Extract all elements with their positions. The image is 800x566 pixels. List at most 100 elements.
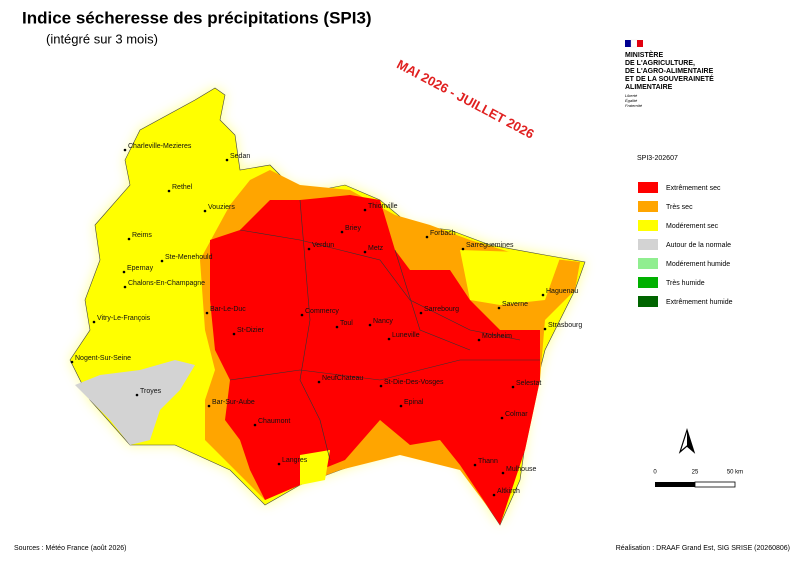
city: NeufChateau: [322, 375, 363, 382]
legend-label: Autour de la normale: [666, 242, 731, 249]
city: Toul: [340, 320, 353, 327]
city-dot: [122, 270, 126, 274]
ministry-line: MINISTÈRE: [625, 50, 663, 59]
city-dot: [461, 247, 465, 251]
city-dot: [127, 237, 131, 241]
city-dot: [419, 311, 423, 315]
legend-label: Très humide: [666, 280, 705, 287]
north-arrow: [678, 428, 696, 454]
city: Nancy: [373, 318, 393, 325]
legend-title: SPI3-202607: [637, 155, 678, 162]
city-dot: [477, 338, 481, 342]
city: Thionville: [368, 203, 398, 210]
city-dot: [541, 293, 545, 297]
title: Indice sécheresse des précipitations (SP…: [22, 8, 372, 27]
city: Commercy: [305, 308, 339, 315]
city-dot: [203, 209, 207, 213]
motto: Liberté: [625, 93, 638, 98]
city-dot: [543, 327, 547, 331]
city-dot: [363, 208, 367, 212]
scale-bar: 0 25 50 km: [653, 470, 743, 488]
city-dot: [123, 148, 127, 152]
legend-label: Modérement sec: [666, 223, 719, 230]
city-dot: [207, 404, 211, 408]
legend-label: Très sec: [666, 204, 693, 211]
city: Molsheim: [482, 333, 512, 340]
city: Nogent-Sur-Seine: [75, 355, 131, 362]
cities: Charleville-Mezieres Sedan Rethel Vouzie…: [70, 143, 582, 497]
city-dot: [232, 332, 236, 336]
city: Thann: [478, 458, 498, 465]
city: St-Die-Des-Vosges: [384, 379, 444, 386]
credits: Réalisation : DRAAF Grand Est, SIG SRISE…: [616, 545, 790, 552]
city-dot: [160, 259, 164, 263]
city-dot: [473, 463, 477, 467]
legend-label: Modérement humide: [666, 261, 730, 268]
city: St-Dizier: [237, 327, 265, 334]
scale-label: 25: [692, 470, 699, 476]
city-dot: [70, 360, 74, 364]
ministry-logo: MINISTÈRE DE L'AGRICULTURE, DE L'AGRO-AL…: [625, 39, 714, 108]
region-moderate-ne: [460, 250, 560, 305]
city: Forbach: [430, 230, 456, 237]
city-dot: [92, 320, 96, 324]
city: Selestat: [516, 380, 541, 387]
city: Reims: [132, 232, 152, 239]
city-dot: [340, 230, 344, 234]
ministry-line: ALIMENTAIRE: [625, 84, 673, 91]
city: Altkirch: [497, 488, 520, 495]
city: Rethel: [172, 184, 193, 191]
city: Troyes: [140, 388, 162, 395]
city-dot: [317, 380, 321, 384]
legend-swatch: [638, 201, 658, 212]
scale-label: 0: [653, 470, 657, 476]
legend: Extrêmement sec Très sec Modérement sec Aut…: [638, 182, 733, 307]
legend-swatch: [638, 182, 658, 193]
city-dot: [501, 471, 505, 475]
city: Briey: [345, 225, 361, 232]
city-dot: [225, 158, 229, 162]
city-dot: [307, 247, 311, 251]
city: Epinal: [404, 399, 424, 406]
city: Mulhouse: [506, 466, 536, 473]
city: Vitry-Le-François: [97, 315, 151, 322]
city: Metz: [368, 245, 384, 252]
region-normal: [75, 360, 195, 445]
legend-swatch: [638, 296, 658, 307]
city: Charleville-Mezieres: [128, 143, 192, 150]
ministry-line: DE L'AGRICULTURE,: [625, 60, 695, 67]
city-dot: [492, 493, 496, 497]
city: Strasbourg: [548, 322, 582, 329]
city: Sarreguemines: [466, 242, 514, 249]
city: Langres: [282, 457, 308, 464]
city-dot: [205, 311, 209, 315]
city-dot: [511, 385, 515, 389]
city-dot: [167, 189, 171, 193]
city-dot: [123, 285, 127, 289]
city-dot: [500, 416, 504, 420]
city: Chaumont: [258, 418, 290, 425]
legend-label: Extrêmement sec: [666, 185, 721, 192]
city-dot: [363, 250, 367, 254]
legend-swatch: [638, 239, 658, 250]
legend-label: Extrêmement humide: [666, 299, 733, 306]
city-dot: [335, 325, 339, 329]
city: Bar-Sur-Aube: [212, 399, 255, 406]
period-stamp: MAI 2026 - JUILLET 2026: [394, 56, 536, 141]
legend-swatch: [638, 220, 658, 231]
sources: Sources : Météo France (août 2026): [14, 545, 126, 552]
boundaries: [229, 199, 540, 461]
city: Saverne: [502, 301, 528, 308]
scale-label: 50 km: [727, 470, 743, 476]
subtitle: (intégré sur 3 mois): [46, 31, 158, 46]
city-dot: [277, 462, 281, 466]
city-dot: [399, 404, 403, 408]
motto: Fraternité: [625, 103, 643, 108]
city: Epernay: [127, 265, 154, 272]
city: Bar-Le-Duc: [210, 306, 246, 313]
city-dot: [387, 337, 391, 341]
city: Sedan: [230, 153, 250, 160]
city: Sarrebourg: [424, 306, 459, 313]
city-dot: [135, 393, 139, 397]
